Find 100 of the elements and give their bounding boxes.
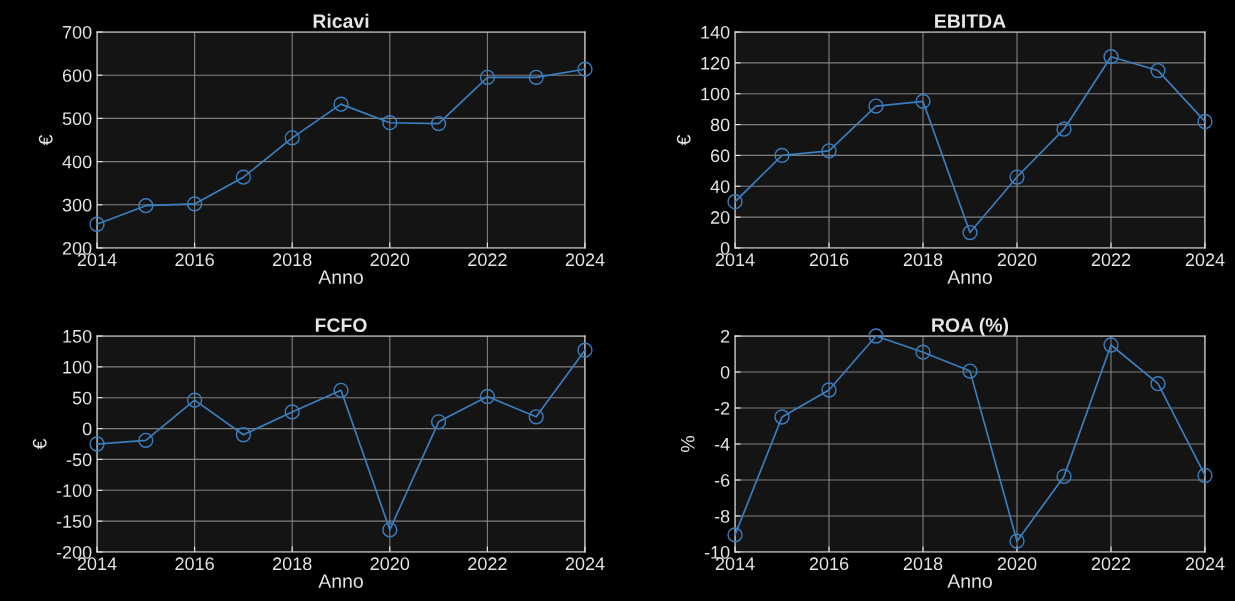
x-tick-label: 2014 [715, 557, 755, 571]
point [1150, 376, 1166, 392]
chart-title: Ricavi [313, 13, 369, 29]
x-tick-label: 2022 [468, 557, 507, 571]
point [821, 143, 837, 159]
y-tick-label: 140 [701, 25, 730, 39]
point [235, 427, 252, 443]
y-axis-title: € [32, 438, 47, 450]
y-tick-label: -4 [714, 438, 730, 451]
x-tick-label: 2018 [273, 253, 312, 267]
y-tick-label: -8 [714, 509, 730, 523]
x-tick-label: 2018 [903, 253, 943, 267]
point [430, 115, 447, 132]
y-tick-label: -10 [704, 545, 730, 559]
point [915, 93, 931, 110]
x-tick-label: 2024 [1185, 253, 1225, 267]
y-tick-label: 120 [701, 56, 730, 70]
x-tick-label: 2016 [809, 253, 849, 267]
point [868, 98, 884, 114]
y-tick-label: -2 [714, 401, 730, 415]
x-tick-label: 2020 [370, 557, 410, 571]
point [382, 115, 398, 131]
y-axis-title: € [38, 134, 53, 146]
point [528, 69, 544, 85]
point [284, 130, 300, 146]
point [89, 216, 105, 232]
point [727, 194, 743, 210]
point [333, 382, 349, 398]
point [868, 328, 884, 344]
y-tick-label: 600 [62, 69, 92, 82]
point [774, 409, 790, 425]
x-axis-title: Anno [947, 270, 992, 284]
y-axis-title: % [680, 436, 695, 452]
x-tick-label: 2024 [565, 557, 605, 571]
x-tick-label: 2022 [1091, 557, 1131, 571]
y-tick-label: 2 [721, 329, 730, 343]
chart-title: EBITDA [935, 14, 1006, 28]
point [186, 196, 203, 212]
point [479, 69, 496, 85]
point [1103, 337, 1119, 353]
x-tick-label: 2020 [997, 253, 1037, 267]
point [333, 96, 349, 112]
x-tick-label: 2018 [273, 557, 312, 571]
point [1056, 121, 1072, 137]
y-tick-label: 200 [62, 241, 92, 255]
point [1103, 49, 1119, 65]
x-tick-label: 2024 [1185, 557, 1225, 571]
chart-title: FCFO [315, 318, 367, 333]
y-tick-label: 150 [63, 329, 92, 343]
y-tick-label: -200 [56, 545, 92, 559]
x-tick-label: 2016 [809, 557, 849, 571]
x-axis-title: Anno [318, 574, 363, 588]
y-tick-label: 0 [720, 365, 730, 379]
point [1056, 468, 1072, 485]
y-tick-label: -6 [714, 473, 730, 487]
point [774, 147, 790, 164]
point [915, 344, 931, 360]
point [577, 61, 593, 77]
y-tick-label: 0 [82, 422, 92, 436]
point [1197, 113, 1213, 130]
y-tick-label: 700 [62, 25, 92, 39]
point [821, 382, 837, 398]
x-tick-label: 2024 [565, 253, 605, 267]
y-tick-label: 20 [710, 211, 730, 224]
point [430, 414, 447, 430]
point [138, 432, 154, 448]
x-tick-label: 2020 [997, 557, 1037, 571]
point [235, 169, 252, 185]
x-axis-title: Anno [947, 574, 992, 588]
x-axis-title: Anno [318, 270, 363, 284]
point [528, 409, 544, 425]
x-tick-label: 2020 [370, 253, 410, 267]
point [727, 527, 743, 543]
point [1197, 467, 1213, 484]
point [89, 436, 105, 452]
y-tick-label: 60 [710, 149, 730, 163]
x-tick-label: 2016 [175, 557, 214, 571]
x-tick-label: 2014 [77, 253, 117, 267]
x-tick-label: 2014 [77, 557, 117, 571]
y-tick-label: -150 [56, 515, 92, 528]
y-tick-label: 400 [62, 155, 92, 169]
y-tick-label: -50 [66, 453, 92, 467]
point [1009, 169, 1025, 185]
y-axis-title: € [676, 134, 691, 146]
y-tick-label: 100 [701, 87, 730, 101]
y-tick-label: 100 [63, 360, 92, 374]
point [284, 404, 300, 420]
point [186, 392, 203, 408]
point [577, 342, 593, 358]
point [1009, 533, 1025, 549]
y-tick-label: 50 [72, 391, 92, 405]
point [1150, 62, 1166, 79]
y-tick-label: 80 [710, 118, 730, 132]
y-tick-label: 0 [720, 241, 730, 255]
y-tick-label: 40 [710, 180, 730, 194]
point [138, 198, 154, 214]
point [382, 522, 398, 538]
x-tick-label: 2016 [175, 253, 214, 267]
chart-title: ROA (%) [932, 317, 1009, 336]
x-tick-label: 2018 [903, 557, 943, 571]
